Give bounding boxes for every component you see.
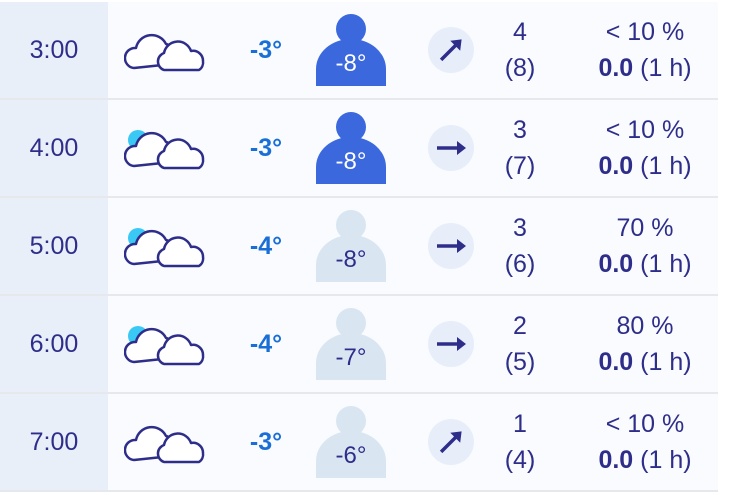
feels-like-value: -8° [335, 246, 367, 273]
precipitation: 80 % 0.0 (1 h) [572, 308, 718, 380]
wind-direction-icon [428, 419, 474, 465]
precip-amount: 0.0 [598, 250, 634, 278]
feels-like: -6° [316, 406, 386, 478]
feels-like: -8° [316, 112, 386, 184]
person-icon [316, 308, 386, 380]
temperature: -4° [249, 231, 283, 260]
precip-amount: 0.0 [598, 348, 634, 376]
wind-speed: 4 (8) [490, 14, 550, 86]
temperature: -3° [249, 427, 283, 456]
precip-probability: 80 % [616, 312, 674, 340]
temperature: -3° [249, 35, 283, 64]
wind-value: 3 [513, 116, 527, 144]
precip-period: (1 h) [640, 348, 692, 376]
person-icon [316, 210, 386, 282]
precip-probability: < 10 % [605, 18, 685, 46]
hour-label: 3:00 [0, 2, 108, 98]
wind-direction-icon [428, 321, 474, 367]
hourly-forecast-list: 3:00 -3° -8° 4 (8) < 10 % 0.0 (1 h) 4:00 -3… [0, 2, 718, 492]
precip-period: (1 h) [640, 54, 692, 82]
wind-value: 2 [513, 312, 527, 340]
wind-direction-icon [428, 27, 474, 73]
person-icon [316, 406, 386, 478]
feels-like-value: -7° [335, 344, 367, 371]
gust-value: (6) [504, 250, 536, 278]
wind-value: 4 [513, 18, 527, 46]
person-icon [316, 112, 386, 184]
precip-amount: 0.0 [598, 54, 634, 82]
gust-value: (8) [504, 54, 536, 82]
precipitation: 70 % 0.0 (1 h) [572, 210, 718, 282]
precip-period: (1 h) [640, 152, 692, 180]
hour-label: 5:00 [0, 198, 108, 294]
gust-value: (4) [504, 446, 536, 474]
wind-direction-icon [428, 223, 474, 269]
forecast-row[interactable]: 7:00 -3° -6° 1 (4) < 10 % 0.0 (1 h) [0, 394, 718, 492]
gust-value: (5) [504, 348, 536, 376]
wind-direction-icon [428, 125, 474, 171]
wind-speed: 3 (6) [490, 210, 550, 282]
precip-probability: 70 % [616, 214, 674, 242]
hour-label: 7:00 [0, 394, 108, 490]
precip-probability: < 10 % [605, 116, 685, 144]
partly-cloudy-icon [123, 126, 208, 172]
gust-value: (7) [504, 152, 536, 180]
cloudy-icon [123, 420, 208, 466]
precip-period: (1 h) [640, 446, 692, 474]
wind-value: 1 [513, 410, 527, 438]
temperature: -4° [249, 329, 283, 358]
precipitation: < 10 % 0.0 (1 h) [572, 112, 718, 184]
feels-like-value: -8° [335, 50, 367, 77]
forecast-row[interactable]: 3:00 -3° -8° 4 (8) < 10 % 0.0 (1 h) [0, 2, 718, 100]
hour-label: 4:00 [0, 100, 108, 196]
hour-label: 6:00 [0, 296, 108, 392]
feels-like: -8° [316, 14, 386, 86]
precip-probability: < 10 % [605, 410, 685, 438]
temperature: -3° [249, 133, 283, 162]
feels-like-value: -6° [335, 442, 367, 469]
wind-speed: 2 (5) [490, 308, 550, 380]
forecast-row[interactable]: 4:00 -3° -8° 3 (7) < 10 % 0.0 (1 h) [0, 100, 718, 198]
forecast-row[interactable]: 5:00 -4° -8° 3 (6) 70 % 0.0 (1 h) [0, 198, 718, 296]
precipitation: < 10 % 0.0 (1 h) [572, 14, 718, 86]
wind-speed: 1 (4) [490, 406, 550, 478]
feels-like: -7° [316, 308, 386, 380]
precip-period: (1 h) [640, 250, 692, 278]
person-icon [316, 14, 386, 86]
precip-amount: 0.0 [598, 152, 634, 180]
precipitation: < 10 % 0.0 (1 h) [572, 406, 718, 478]
feels-like-value: -8° [335, 148, 367, 175]
partly-cloudy-icon [123, 322, 208, 368]
precip-amount: 0.0 [598, 446, 634, 474]
forecast-row[interactable]: 6:00 -4° -7° 2 (5) 80 % 0.0 (1 h) [0, 296, 718, 394]
wind-value: 3 [513, 214, 527, 242]
feels-like: -8° [316, 210, 386, 282]
cloudy-icon [123, 28, 208, 74]
partly-cloudy-icon [123, 224, 208, 270]
wind-speed: 3 (7) [490, 112, 550, 184]
